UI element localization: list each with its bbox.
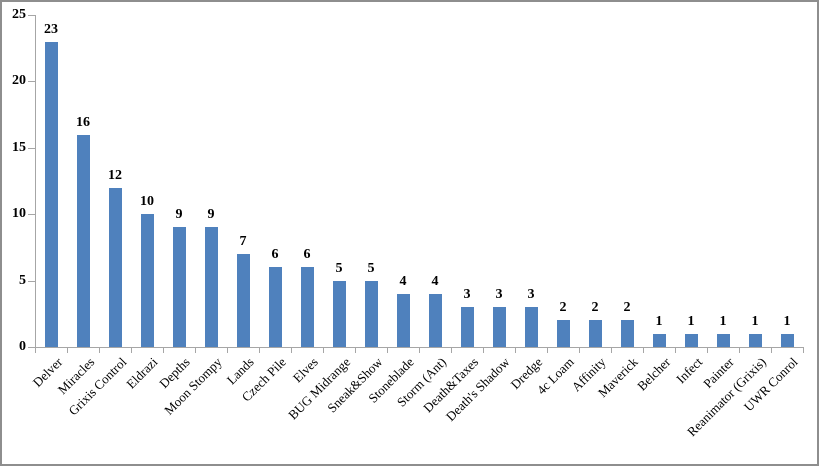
x-axis-tick — [131, 347, 132, 353]
bar-value-label: 9 — [207, 207, 215, 223]
bar — [364, 280, 378, 347]
x-axis-tick — [771, 347, 772, 353]
bar — [300, 267, 314, 347]
bar — [556, 320, 570, 347]
bar-value-label: 12 — [108, 167, 122, 183]
bar — [172, 227, 186, 347]
y-axis-tick — [28, 347, 35, 348]
bar-value-label: 1 — [719, 313, 727, 329]
y-axis-tick — [28, 214, 35, 216]
y-axis-tick — [28, 81, 35, 83]
y-axis-tick-label: 10 — [12, 206, 26, 222]
category-label: Belcher — [633, 354, 673, 394]
bar-value-label: 6 — [303, 247, 311, 263]
x-axis-tick — [515, 347, 516, 353]
bar — [652, 333, 666, 347]
bar-value-label: 1 — [655, 313, 663, 329]
bar-value-label: 1 — [783, 313, 791, 329]
x-axis-tick — [419, 347, 420, 353]
x-axis-tick — [67, 347, 68, 353]
x-axis-tick — [291, 347, 292, 353]
bar-value-label: 10 — [140, 194, 154, 210]
x-axis-tick — [739, 347, 740, 353]
bar — [76, 134, 90, 347]
y-axis-tick — [28, 280, 35, 282]
bar — [236, 254, 250, 347]
x-axis-tick — [451, 347, 452, 353]
bar — [684, 333, 698, 347]
bar — [780, 333, 794, 347]
x-axis-tick — [483, 347, 484, 353]
bar — [428, 293, 442, 347]
x-axis-tick — [99, 347, 100, 353]
x-axis-tick — [707, 347, 708, 353]
x-axis-tick — [387, 347, 388, 353]
x-axis-tick — [323, 347, 324, 353]
bar — [716, 333, 730, 347]
bar — [588, 320, 602, 347]
x-axis-tick — [579, 347, 580, 353]
y-axis-tick-label: 20 — [12, 73, 26, 89]
bar-value-label: 7 — [239, 234, 247, 250]
bar-value-label: 4 — [399, 273, 407, 289]
x-axis-tick — [803, 347, 804, 353]
bar-value-label: 5 — [335, 260, 343, 276]
y-axis-tick — [28, 15, 35, 16]
bar-value-label: 3 — [527, 287, 535, 303]
bar-value-label: 5 — [367, 260, 375, 276]
bar-value-label: 2 — [559, 300, 567, 316]
bar — [748, 333, 762, 347]
bar-value-label: 1 — [687, 313, 695, 329]
bar-value-label: 2 — [591, 300, 599, 316]
bar — [620, 320, 634, 347]
x-axis-tick — [611, 347, 612, 353]
y-axis-tick-label: 5 — [19, 272, 26, 288]
bar — [460, 307, 474, 347]
y-axis-tick-label: 15 — [12, 139, 26, 155]
x-axis-tick — [355, 347, 356, 353]
category-label: Eldrazi — [123, 354, 161, 392]
bar-value-label: 23 — [44, 21, 58, 37]
x-axis-tick — [35, 347, 36, 353]
bar-value-label: 3 — [463, 287, 471, 303]
y-axis-line — [35, 15, 36, 348]
bar — [140, 214, 154, 347]
bar-value-label: 1 — [751, 313, 759, 329]
y-axis-tick — [28, 147, 35, 149]
bar — [44, 41, 58, 347]
bar-value-label: 16 — [76, 114, 90, 130]
x-axis-tick — [643, 347, 644, 353]
bar — [108, 187, 122, 347]
bar — [332, 280, 346, 347]
bar — [524, 307, 538, 347]
bar — [492, 307, 506, 347]
bar-value-label: 2 — [623, 300, 631, 316]
bar — [204, 227, 218, 347]
x-axis-tick — [163, 347, 164, 353]
bar — [396, 293, 410, 347]
bar — [268, 267, 282, 347]
bar-value-label: 4 — [431, 273, 439, 289]
x-axis-tick — [259, 347, 260, 353]
x-axis-tick — [547, 347, 548, 353]
bar-value-label: 3 — [495, 287, 503, 303]
x-axis-tick — [227, 347, 228, 353]
bar-value-label: 6 — [271, 247, 279, 263]
bar-value-label: 9 — [175, 207, 183, 223]
y-axis-tick-label: 0 — [19, 339, 26, 354]
x-axis-tick — [675, 347, 676, 353]
x-axis-tick — [195, 347, 196, 353]
category-label: Infect — [672, 354, 705, 387]
y-axis-tick-label: 25 — [12, 7, 26, 22]
